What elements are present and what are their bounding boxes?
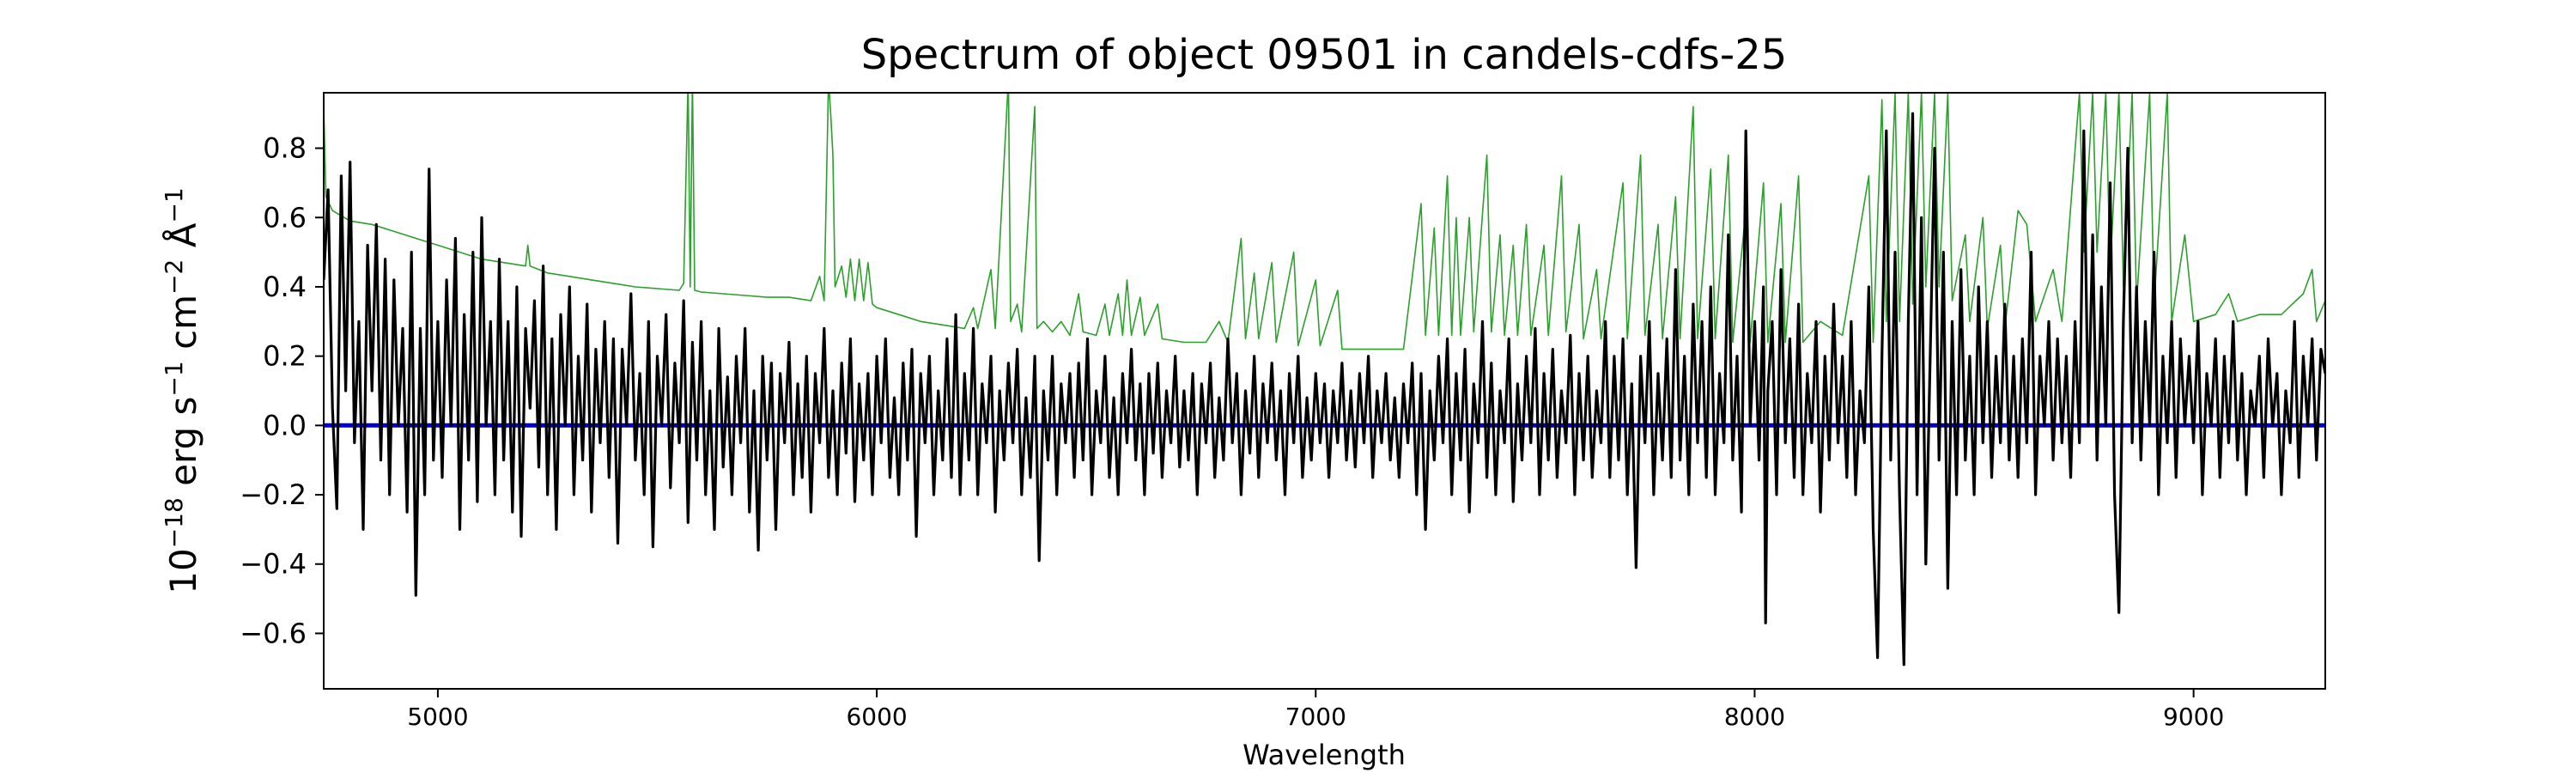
x-axis: 5000 6000 7000 8000 9000 bbox=[407, 689, 2224, 731]
y-tick-label: 0.4 bbox=[263, 271, 307, 303]
y-tick-label: −0.4 bbox=[240, 548, 307, 581]
series-layer bbox=[324, 93, 2325, 666]
plot-area bbox=[323, 92, 2326, 690]
y-axis: −0.6 −0.4 −0.2 0.0 0.2 0.4 0.6 0.8 bbox=[240, 132, 324, 649]
series-line-flux bbox=[324, 112, 2325, 666]
y-tick-label: 0.0 bbox=[263, 409, 307, 441]
y-tick-label: 0.2 bbox=[263, 340, 307, 373]
series-line-sky-error bbox=[324, 93, 2325, 350]
y-tick-label: 0.6 bbox=[263, 201, 307, 234]
x-tick-label: 6000 bbox=[846, 703, 907, 731]
x-tick-label: 9000 bbox=[2163, 703, 2224, 731]
x-tick-label: 7000 bbox=[1285, 703, 1346, 731]
y-tick-label: −0.6 bbox=[240, 617, 307, 649]
x-axis-label: Wavelength bbox=[1242, 739, 1406, 771]
chart-title: Spectrum of object 09501 in candels-cdfs… bbox=[861, 31, 1788, 79]
y-tick-label: 0.8 bbox=[263, 132, 307, 165]
x-tick-label: 8000 bbox=[1724, 703, 1785, 731]
y-axis-label: 10−18 erg s−1 cm−2 Å−1 bbox=[160, 187, 205, 593]
x-tick-label: 5000 bbox=[407, 703, 468, 731]
y-tick-label: −0.2 bbox=[240, 478, 307, 511]
